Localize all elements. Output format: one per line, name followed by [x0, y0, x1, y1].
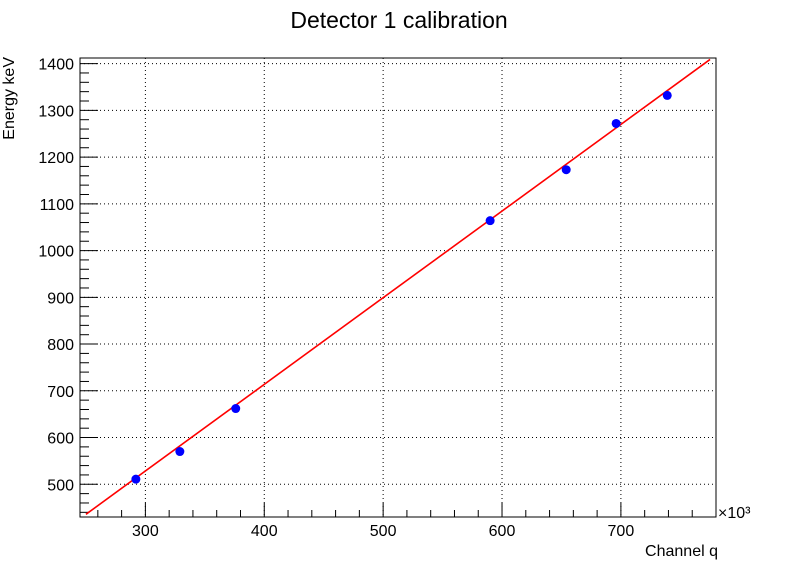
- x-tick-label: 300: [132, 523, 159, 540]
- x-tick-label: 600: [489, 523, 516, 540]
- y-tick-label: 700: [47, 384, 74, 401]
- data-point: [485, 216, 495, 226]
- axis-ticks: [80, 63, 717, 517]
- y-tick-label: 600: [47, 431, 74, 448]
- chart-title: Detector 1 calibration: [290, 7, 507, 33]
- data-points: [131, 90, 672, 484]
- y-tick-label: 800: [47, 337, 74, 354]
- y-tick-label: 1000: [38, 244, 74, 261]
- grid: [80, 58, 716, 517]
- y-tick-label: 1200: [38, 150, 74, 167]
- y-tick-label: 1400: [38, 57, 74, 74]
- data-point: [662, 90, 672, 100]
- data-point: [611, 118, 621, 128]
- y-tick-label: 900: [47, 290, 74, 307]
- data-point: [231, 404, 241, 414]
- x-tick-label: 700: [608, 523, 635, 540]
- x-axis-label: Channel q: [645, 543, 718, 560]
- y-tick-label: 1100: [40, 197, 75, 214]
- tick-labels: 300 400 500 600 700 500 600 700 800 900 1000 1100 12…: [38, 57, 634, 540]
- y-tick-label: 1300: [38, 103, 74, 120]
- data-point: [175, 447, 185, 457]
- x-tick-label: 400: [251, 523, 278, 540]
- data-point: [131, 474, 141, 484]
- y-axis-label: Energy keV: [1, 57, 18, 140]
- x-axis-multiplier: ×10³: [718, 505, 751, 522]
- fit-line: [85, 58, 711, 515]
- y-tick-label: 500: [47, 477, 74, 494]
- fit-line-group: [85, 58, 711, 515]
- x-tick-label: 500: [370, 523, 397, 540]
- data-point: [561, 165, 571, 175]
